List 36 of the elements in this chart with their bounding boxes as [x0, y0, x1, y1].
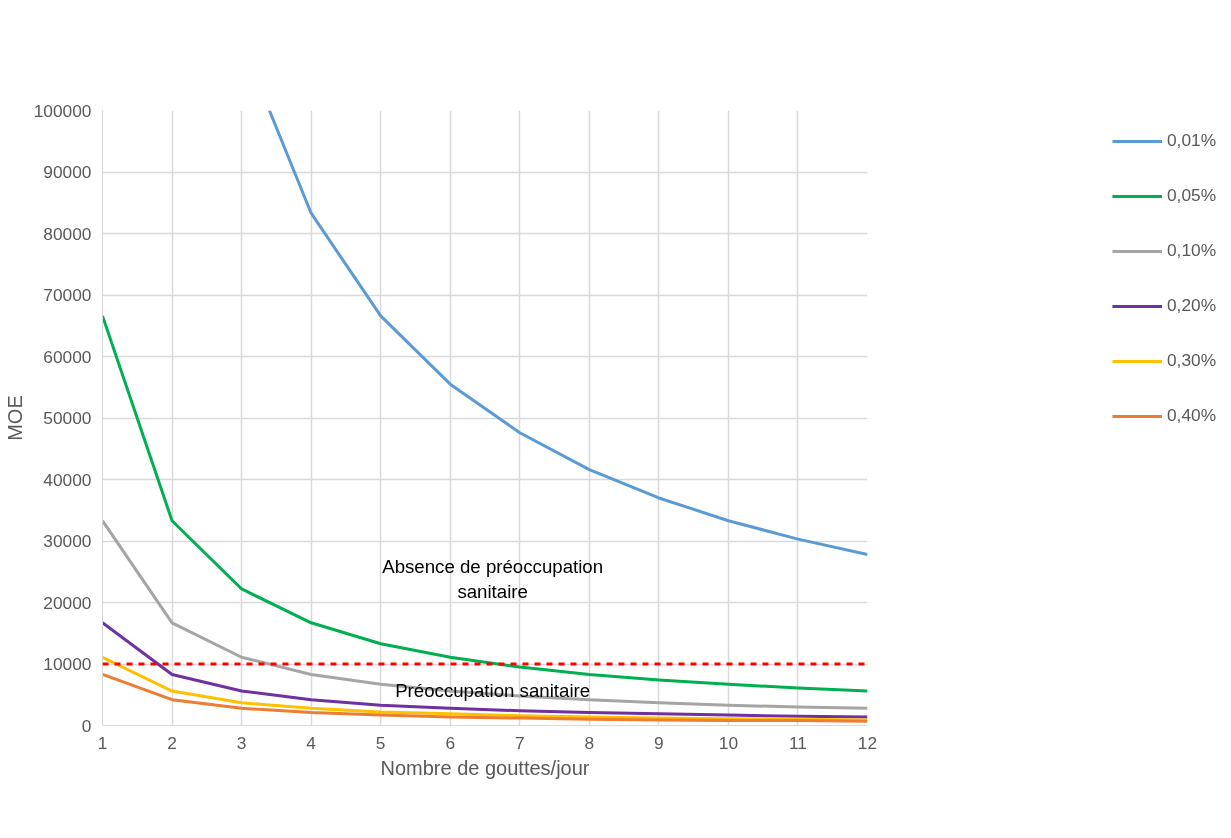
y-tick-label: 60000	[43, 346, 92, 367]
x-tick-label: 9	[654, 732, 664, 753]
y-tick-label: 40000	[43, 469, 92, 490]
x-tick-label: 7	[514, 732, 525, 753]
line-series	[102, 519, 868, 710]
x-tick-label: 11	[788, 732, 807, 753]
line-series	[267, 110, 868, 557]
x-tick-label: 4	[306, 732, 317, 753]
x-tick-label: 2	[167, 732, 177, 753]
line-series	[102, 621, 868, 719]
x-tick-label: 1	[97, 732, 108, 753]
x-tick-label: 8	[584, 732, 595, 753]
annotation: Absence de préoccupation sanitaire	[382, 556, 604, 603]
legend-label: 0,01%	[1166, 130, 1217, 151]
y-tick-label: 0	[81, 715, 92, 736]
y-tick-label: 90000	[43, 162, 92, 182]
y-tick-label: 30000	[43, 531, 92, 551]
y-tick-label: 100000	[33, 100, 92, 121]
y-tick-label: 10000	[43, 654, 92, 674]
y-tick-label: 70000	[43, 285, 92, 305]
x-tick-label: 12	[857, 732, 878, 753]
legend-label: 0,40%	[1166, 405, 1217, 426]
x-tick-label: 5	[375, 732, 386, 753]
y-axis-title: MOE	[3, 395, 26, 441]
legend-label: 0,20%	[1166, 295, 1217, 316]
legend-label: 0,30%	[1166, 350, 1217, 371]
x-tick-label: 6	[445, 732, 456, 753]
y-tick-label: 80000	[43, 223, 92, 244]
legend-label: 0,05%	[1166, 185, 1217, 206]
x-tick-label: 10	[718, 732, 739, 753]
y-tick-label: 50000	[43, 408, 92, 428]
x-axis-title: Nombre de gouttes/jour	[380, 756, 590, 779]
legend-label: 0,10%	[1166, 240, 1217, 261]
y-tick-label: 20000	[43, 592, 92, 613]
annotation: Préoccupation sanitaire	[395, 679, 591, 701]
x-tick-label: 3	[236, 732, 247, 753]
